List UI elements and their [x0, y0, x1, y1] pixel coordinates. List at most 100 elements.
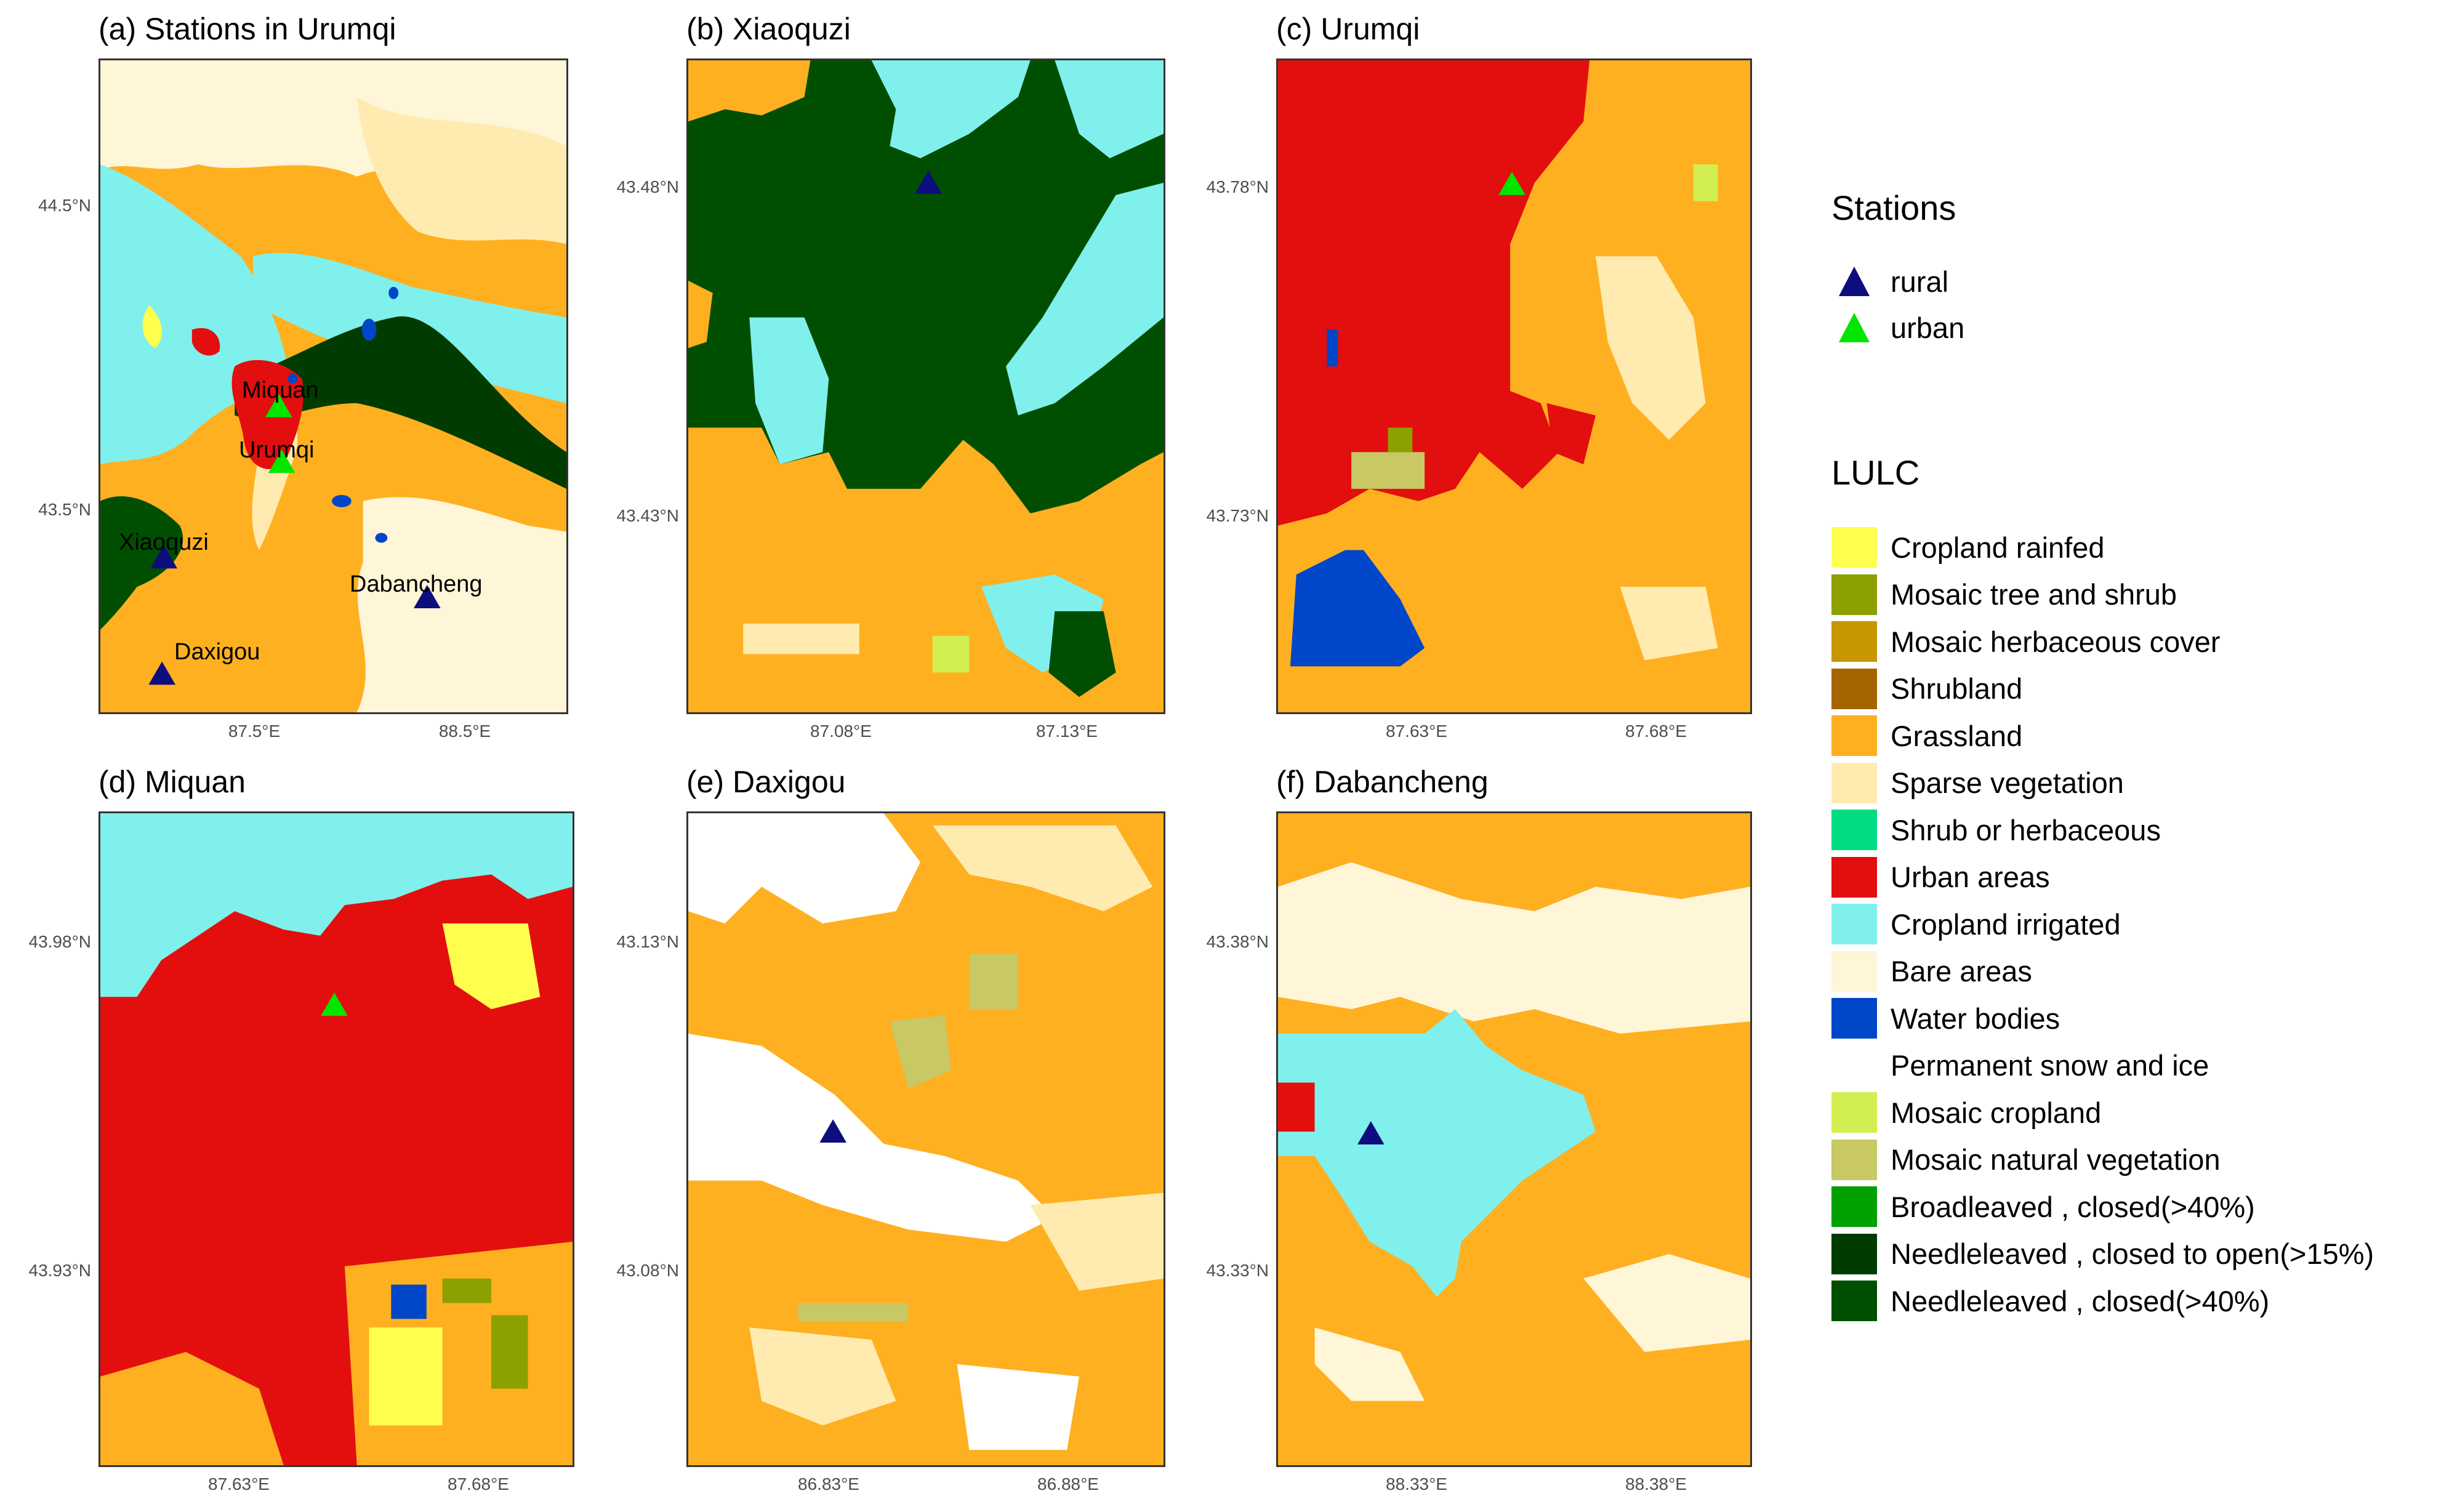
- panel-d-ytick-2: 43.93°N: [28, 1261, 92, 1280]
- sparse-east: [1030, 1192, 1164, 1291]
- legend-color-swatch: [1831, 998, 1877, 1039]
- legend-lulc-label: Mosaic cropland: [1891, 1096, 2102, 1129]
- mosaic-cropland-patch: [1693, 164, 1718, 201]
- station-marker-dabancheng[interactable]: [413, 585, 441, 608]
- panel-b-xtick-1: 87.08°E: [810, 722, 872, 741]
- mountain-forest-band: [235, 316, 566, 489]
- urban-area-small: [191, 328, 220, 356]
- station-marker-miquan[interactable]: [265, 393, 292, 417]
- legend-color-swatch: [1831, 810, 1877, 850]
- panel-f-map: [1276, 811, 1752, 1467]
- rainfed-cropland-ne: [442, 923, 541, 1010]
- station-marker-daxigou[interactable]: [148, 661, 176, 685]
- panel-b-title: (b) Xiaoquzi: [686, 12, 851, 46]
- legend-lulc-title: LULC: [1831, 453, 1920, 492]
- lake-3: [332, 495, 352, 507]
- legend-lulc-label: Water bodies: [1891, 1002, 2060, 1035]
- mosaic-tree-patch: [1388, 427, 1413, 452]
- legend-color-swatch: [1831, 1281, 1877, 1321]
- station-marker-xiaoquzi-zoom[interactable]: [915, 170, 942, 194]
- sparse-south: [749, 1327, 896, 1426]
- bare-area-south-east: [356, 497, 566, 712]
- panel-f-xtick-2: 88.38°E: [1625, 1474, 1687, 1494]
- legend-color-swatch: [1831, 951, 1877, 992]
- legend-color-swatch: [1831, 527, 1877, 568]
- legend-color-swatch: [1831, 1045, 1877, 1086]
- panel-c-ytick-2: 43.73°N: [1206, 506, 1269, 525]
- legend-lulc-label: Needleleaved , closed to open(>15%): [1891, 1237, 2374, 1270]
- mosaic-tree-patch: [491, 1315, 528, 1389]
- legend-color-swatch: [1831, 574, 1877, 615]
- legend-lulc-item: Shrubland: [1831, 668, 2022, 709]
- legend-color-swatch: [1831, 856, 1877, 898]
- bare-area-north: [1278, 862, 1750, 1034]
- legend-lulc-label: Cropland rainfed: [1891, 531, 2105, 564]
- legend-color-swatch: [1831, 668, 1877, 709]
- panel-f-title: (f) Dabancheng: [1276, 765, 1489, 799]
- sparse-vegetation-region: [356, 97, 566, 244]
- station-marker-xiaoquzi[interactable]: [150, 545, 178, 569]
- panel-b-xtick-2: 87.13°E: [1036, 722, 1098, 741]
- station-marker-dabancheng-zoom[interactable]: [1357, 1121, 1385, 1144]
- panel-e-ytick-1: 43.13°N: [616, 932, 680, 951]
- legend-lulc-item: Water bodies: [1831, 998, 2060, 1039]
- station-marker-daxigou-zoom[interactable]: [819, 1119, 847, 1143]
- snow-nw: [688, 813, 921, 923]
- legend-lulc-label: Urban areas: [1891, 861, 2050, 893]
- rural-triangle-icon: [1831, 263, 1877, 300]
- legend-lulc-item: Permanent snow and ice: [1831, 1045, 2209, 1086]
- bare-area-sw: [1314, 1327, 1425, 1401]
- legend-lulc-item: Shrub or herbaceous: [1831, 810, 2161, 850]
- irrigated-north: [100, 813, 573, 997]
- snow-central: [688, 1033, 1055, 1242]
- legend-lulc-label: Needleleaved , closed(>40%): [1891, 1284, 2270, 1317]
- irrigated-cropland: [1278, 1009, 1596, 1297]
- mosaic-cropland-patch: [932, 635, 970, 673]
- station-marker-urumqi[interactable]: [268, 449, 295, 473]
- panel-a-ytick-1: 44.5°N: [38, 196, 91, 215]
- legend-lulc-item: Cropland rainfed: [1831, 527, 2105, 568]
- legend-lulc-item: Grassland: [1831, 715, 2022, 756]
- panel-e-title: (e) Daxigou: [686, 765, 846, 799]
- bare-area-south: [1583, 1253, 1750, 1353]
- station-markers-a: [148, 393, 441, 685]
- station-marker-miquan-zoom[interactable]: [321, 992, 348, 1016]
- legend-color-swatch: [1831, 621, 1877, 662]
- lake-2: [388, 286, 399, 299]
- legend-color-swatch: [1831, 1139, 1877, 1180]
- legend-station-label: urban: [1891, 311, 1965, 344]
- legend-lulc-label: Cropland irrigated: [1891, 907, 2121, 941]
- forest-south-patch: [1048, 611, 1116, 698]
- legend-stations-title: Stations: [1831, 188, 1956, 227]
- panel-b-ytick-1: 43.48°N: [616, 177, 680, 196]
- panel-e-xtick-1: 86.83°E: [798, 1474, 859, 1494]
- panel-c-xtick-1: 87.63°E: [1386, 722, 1447, 741]
- legend-lulc-label: Mosaic herbaceous cover: [1891, 625, 2221, 658]
- panel-d-map: [98, 811, 574, 1467]
- legend-color-swatch: [1831, 715, 1877, 756]
- mosaic-tree-patch-2: [442, 1278, 492, 1303]
- snow-south: [957, 1364, 1080, 1450]
- panel-b-map: [686, 58, 1165, 714]
- legend-lulc-item: Mosaic natural vegetation: [1831, 1139, 2221, 1180]
- lake-4: [375, 533, 388, 543]
- legend-lulc-label: Mosaic tree and shrub: [1891, 578, 2177, 611]
- panel-e-map: [686, 811, 1165, 1467]
- panel-e-xtick-2: 86.88°E: [1037, 1474, 1099, 1494]
- grassland-nw: [688, 60, 811, 122]
- grassland-west-edge: [688, 280, 713, 348]
- legend-lulc-label: Broadleaved , closed(>40%): [1891, 1190, 2255, 1223]
- station-marker-urumqi-zoom[interactable]: [1498, 171, 1525, 195]
- mosaic-natural-strip: [798, 1303, 909, 1322]
- water-channel: [1327, 329, 1338, 367]
- panel-c-title: (c) Urumqi: [1276, 12, 1420, 46]
- panel-d-title: (d) Miquan: [98, 765, 246, 799]
- forest-xiaoquzi: [100, 496, 183, 630]
- panel-f-ytick-2: 43.33°N: [1206, 1261, 1269, 1280]
- legend-lulc-label: Permanent snow and ice: [1891, 1049, 2209, 1082]
- legend-lulc-label: Bare areas: [1891, 955, 2032, 987]
- legend-color-swatch: [1831, 1233, 1877, 1274]
- lake-5: [287, 374, 298, 384]
- legend-lulc-item: Broadleaved , closed(>40%): [1831, 1186, 2255, 1227]
- panel-a-map: Miquan Urumqi Xiaoquzi Dabancheng Daxigo…: [98, 58, 568, 714]
